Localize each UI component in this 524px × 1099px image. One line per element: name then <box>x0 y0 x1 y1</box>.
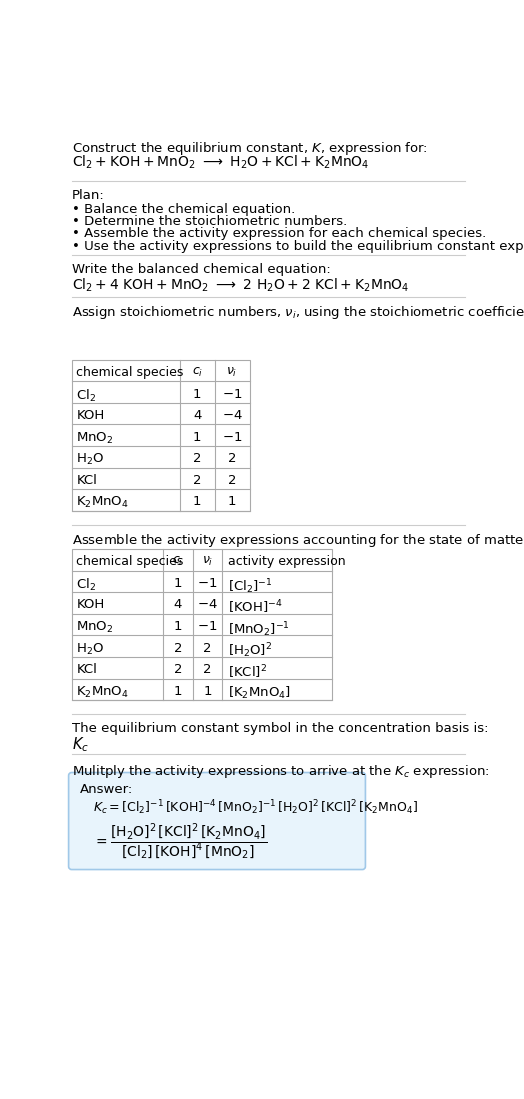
Text: 1: 1 <box>173 577 182 590</box>
Text: KOH: KOH <box>77 599 105 611</box>
Text: • Assemble the activity expression for each chemical species.: • Assemble the activity expression for e… <box>72 227 486 241</box>
Text: activity expression: activity expression <box>228 555 346 568</box>
Text: $-1$: $-1$ <box>222 388 242 400</box>
Text: KOH: KOH <box>77 409 105 422</box>
Text: 2: 2 <box>193 474 202 487</box>
Text: 2: 2 <box>228 474 236 487</box>
Text: 2: 2 <box>173 663 182 676</box>
Text: $\mathrm{K_2MnO_4}$: $\mathrm{K_2MnO_4}$ <box>77 685 129 700</box>
Text: 2: 2 <box>203 663 212 676</box>
Text: 2: 2 <box>193 452 202 465</box>
Text: Assign stoichiometric numbers, $\nu_i$, using the stoichiometric coefficients, $: Assign stoichiometric numbers, $\nu_i$, … <box>72 304 524 321</box>
Text: Construct the equilibrium constant, $K$, expression for:: Construct the equilibrium constant, $K$,… <box>72 140 428 156</box>
Text: $[\mathrm{MnO_2}]^{-1}$: $[\mathrm{MnO_2}]^{-1}$ <box>228 620 290 639</box>
Text: 2: 2 <box>173 642 182 655</box>
Text: $K_c = [\mathrm{Cl_2}]^{-1}\,[\mathrm{KOH}]^{-4}\,[\mathrm{MnO_2}]^{-1}\,[\mathr: $K_c = [\mathrm{Cl_2}]^{-1}\,[\mathrm{KO… <box>93 799 419 818</box>
Text: $= \dfrac{[\mathrm{H_2O}]^2\,[\mathrm{KCl}]^2\,[\mathrm{K_2MnO_4}]}{[\mathrm{Cl_: $= \dfrac{[\mathrm{H_2O}]^2\,[\mathrm{KC… <box>93 822 268 862</box>
Text: Mulitply the activity expressions to arrive at the $K_c$ expression:: Mulitply the activity expressions to arr… <box>72 764 489 780</box>
Text: $\mathrm{Cl_2 + KOH + MnO_2 \ \longrightarrow \ H_2O + KCl + K_2MnO_4}$: $\mathrm{Cl_2 + KOH + MnO_2 \ \longright… <box>72 154 369 170</box>
Text: KCl: KCl <box>77 663 97 676</box>
Text: $-4$: $-4$ <box>197 599 217 611</box>
Text: 1: 1 <box>193 388 202 400</box>
Text: 2: 2 <box>203 642 212 655</box>
Bar <box>72 550 332 700</box>
Text: 1: 1 <box>173 685 182 698</box>
Text: The equilibrium constant symbol in the concentration basis is:: The equilibrium constant symbol in the c… <box>72 722 488 735</box>
Text: 1: 1 <box>228 496 236 509</box>
Text: $\nu_i$: $\nu_i$ <box>226 366 238 379</box>
Text: $[\mathrm{KOH}]^{-4}$: $[\mathrm{KOH}]^{-4}$ <box>228 599 283 617</box>
Text: 1: 1 <box>193 496 202 509</box>
Text: $-4$: $-4$ <box>222 409 243 422</box>
Text: 1: 1 <box>203 685 212 698</box>
Text: $[\mathrm{KCl}]^{2}$: $[\mathrm{KCl}]^{2}$ <box>228 663 267 680</box>
Text: $c_i$: $c_i$ <box>172 555 183 568</box>
Text: Assemble the activity expressions accounting for the state of matter and $\nu_i$: Assemble the activity expressions accoun… <box>72 532 524 550</box>
Text: 1: 1 <box>193 431 202 444</box>
Text: • Balance the chemical equation.: • Balance the chemical equation. <box>72 202 295 215</box>
Text: $[\mathrm{Cl_2}]^{-1}$: $[\mathrm{Cl_2}]^{-1}$ <box>228 577 273 596</box>
Text: • Use the activity expressions to build the equilibrium constant expression.: • Use the activity expressions to build … <box>72 240 524 253</box>
Text: $\mathrm{K_2MnO_4}$: $\mathrm{K_2MnO_4}$ <box>77 496 129 510</box>
Text: 2: 2 <box>228 452 236 465</box>
Text: $\mathrm{Cl_2}$: $\mathrm{Cl_2}$ <box>77 388 96 403</box>
Text: $\mathrm{H_2O}$: $\mathrm{H_2O}$ <box>77 642 104 657</box>
Text: • Determine the stoichiometric numbers.: • Determine the stoichiometric numbers. <box>72 215 347 227</box>
Text: 4: 4 <box>193 409 201 422</box>
Bar <box>72 359 250 511</box>
Text: Write the balanced chemical equation:: Write the balanced chemical equation: <box>72 263 331 276</box>
Text: 1: 1 <box>173 620 182 633</box>
FancyBboxPatch shape <box>69 773 365 869</box>
Text: $[\mathrm{H_2O}]^{2}$: $[\mathrm{H_2O}]^{2}$ <box>228 642 272 660</box>
Text: $K_c$: $K_c$ <box>72 735 89 754</box>
Text: $\mathrm{Cl_2 + 4\ KOH + MnO_2 \ \longrightarrow \ 2\ H_2O + 2\ KCl + K_2MnO_4}$: $\mathrm{Cl_2 + 4\ KOH + MnO_2 \ \longri… <box>72 277 409 295</box>
Text: KCl: KCl <box>77 474 97 487</box>
Text: chemical species: chemical species <box>77 366 184 379</box>
Text: Answer:: Answer: <box>80 784 133 797</box>
Text: $c_i$: $c_i$ <box>192 366 203 379</box>
Text: $\mathrm{Cl_2}$: $\mathrm{Cl_2}$ <box>77 577 96 593</box>
Text: $-1$: $-1$ <box>197 577 217 590</box>
Text: Plan:: Plan: <box>72 189 104 202</box>
Text: $-1$: $-1$ <box>197 620 217 633</box>
Text: $\mathrm{MnO_2}$: $\mathrm{MnO_2}$ <box>77 620 114 635</box>
Text: 4: 4 <box>173 599 182 611</box>
Text: $-1$: $-1$ <box>222 431 242 444</box>
Text: $\mathrm{H_2O}$: $\mathrm{H_2O}$ <box>77 452 104 467</box>
Text: $\nu_i$: $\nu_i$ <box>202 555 213 568</box>
Text: chemical species: chemical species <box>77 555 184 568</box>
Text: $\mathrm{MnO_2}$: $\mathrm{MnO_2}$ <box>77 431 114 446</box>
Text: $[\mathrm{K_2MnO_4}]$: $[\mathrm{K_2MnO_4}]$ <box>228 685 291 701</box>
